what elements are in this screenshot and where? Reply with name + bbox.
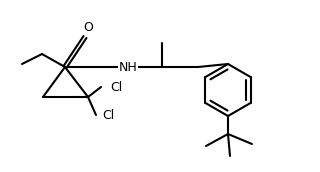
Text: O: O bbox=[83, 20, 93, 34]
Text: Cl: Cl bbox=[110, 80, 122, 94]
Text: Cl: Cl bbox=[102, 109, 114, 121]
Text: NH: NH bbox=[119, 61, 137, 73]
